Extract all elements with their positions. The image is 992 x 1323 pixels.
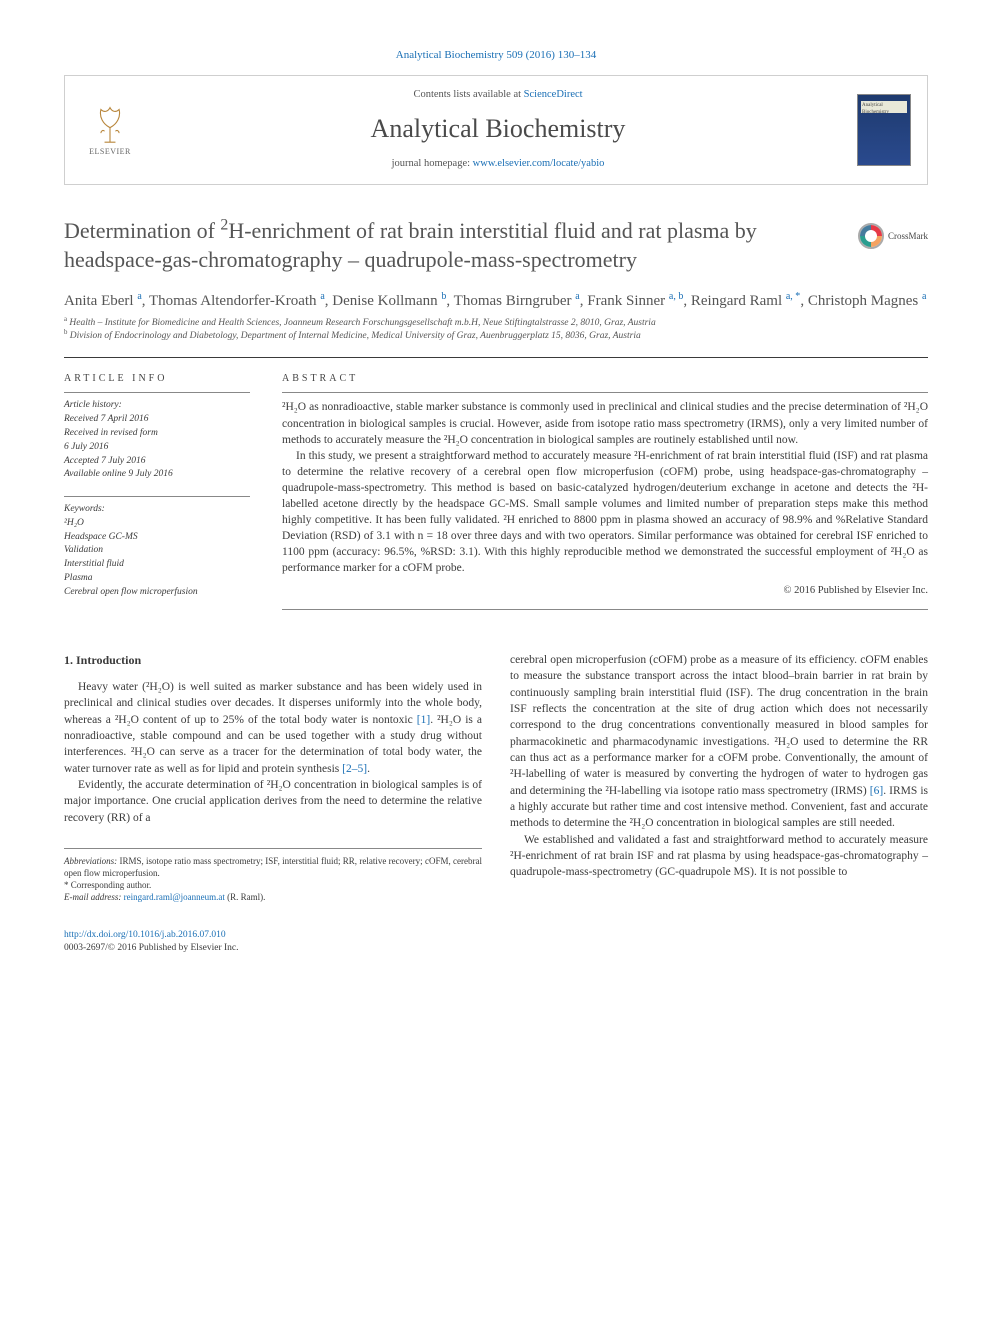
body-column-right: cerebral open microperfusion (cOFM) prob… <box>510 652 928 955</box>
keyword-3: Interstitial fluid <box>64 558 250 572</box>
body-column-left: 1. Introduction Heavy water (²H₂O) is we… <box>64 652 482 955</box>
journal-name: Analytical Biochemistry <box>139 111 857 147</box>
affiliation-a: a Health – Institute for Biomedicine and… <box>64 317 928 330</box>
keyword-5: Cerebral open flow microperfusion <box>64 586 250 600</box>
keywords-rule <box>64 496 250 497</box>
corresponding-email-link[interactable]: reingard.raml@joanneum.at <box>124 892 225 902</box>
doi-link[interactable]: http://dx.doi.org/10.1016/j.ab.2016.07.0… <box>64 930 226 940</box>
abstract-column: ABSTRACT ²H₂O as nonradioactive, stable … <box>282 372 928 616</box>
footnotes-block: Abbreviations: IRMS, isotope ratio mass … <box>64 848 482 904</box>
keyword-0: ²H₂O <box>64 517 250 531</box>
title-part-1: Determination of <box>64 218 220 243</box>
cover-thumb-label: Analytical Biochemistry <box>862 102 910 116</box>
intro-paragraph-1: Heavy water (²H₂O) is well suited as mar… <box>64 679 482 777</box>
email-footnote: E-mail address: reingard.raml@joanneum.a… <box>64 891 482 903</box>
history-received: Received 7 April 2016 <box>64 413 250 427</box>
article-history: Article history: Received 7 April 2016 R… <box>64 399 250 482</box>
keyword-1: Headspace GC-MS <box>64 531 250 545</box>
citation-line: Analytical Biochemistry 509 (2016) 130–1… <box>64 48 928 63</box>
elsevier-logo: ELSEVIER <box>81 97 139 163</box>
abbreviations-footnote: Abbreviations: IRMS, isotope ratio mass … <box>64 855 482 879</box>
keyword-2: Validation <box>64 544 250 558</box>
info-abstract-row: ARTICLE INFO Article history: Received 7… <box>64 372 928 616</box>
page-container: Analytical Biochemistry 509 (2016) 130–1… <box>0 0 992 1003</box>
corresponding-author-footnote: * Corresponding author. <box>64 879 482 891</box>
affiliation-b: b Division of Endocrinology and Diabetol… <box>64 330 928 343</box>
section-heading-intro: 1. Introduction <box>64 652 482 669</box>
elsevier-tree-icon <box>91 104 129 144</box>
article-info-column: ARTICLE INFO Article history: Received 7… <box>64 372 250 616</box>
abbrev-label: Abbreviations: <box>64 856 117 866</box>
history-accepted: Accepted 7 July 2016 <box>64 455 250 469</box>
crossmark-icon <box>858 223 884 249</box>
body-two-column: 1. Introduction Heavy water (²H₂O) is we… <box>64 652 928 955</box>
issn-copyright-line: 0003-2697/© 2016 Published by Elsevier I… <box>64 943 239 953</box>
journal-masthead: ELSEVIER Contents lists available at Sci… <box>64 75 928 185</box>
abbrev-text: IRMS, isotope ratio mass spectrometry; I… <box>64 856 482 878</box>
article-info-label: ARTICLE INFO <box>64 372 250 386</box>
history-revised-1: Received in revised form <box>64 427 250 441</box>
contents-prefix: Contents lists available at <box>413 89 523 100</box>
affiliations: a Health – Institute for Biomedicine and… <box>64 317 928 344</box>
keyword-4: Plasma <box>64 572 250 586</box>
article-info-rule <box>64 392 250 393</box>
author-list: Anita Eberl a, Thomas Altendorfer-Kroath… <box>64 290 928 313</box>
masthead-center: Contents lists available at ScienceDirec… <box>139 88 857 172</box>
intro-paragraph-3: cerebral open microperfusion (cOFM) prob… <box>510 652 928 832</box>
elsevier-wordmark: ELSEVIER <box>89 146 131 157</box>
history-online: Available online 9 July 2016 <box>64 468 250 482</box>
intro-paragraph-2: Evidently, the accurate determination of… <box>64 777 482 826</box>
history-label: Article history: <box>64 399 250 413</box>
doi-block: http://dx.doi.org/10.1016/j.ab.2016.07.0… <box>64 929 482 955</box>
homepage-prefix: journal homepage: <box>392 158 473 169</box>
crossmark-label: CrossMark <box>888 230 928 243</box>
abstract-paragraph-2: In this study, we present a straightforw… <box>282 448 928 577</box>
journal-homepage-link[interactable]: www.elsevier.com/locate/yabio <box>473 158 605 169</box>
contents-available-line: Contents lists available at ScienceDirec… <box>139 88 857 103</box>
history-revised-2: 6 July 2016 <box>64 441 250 455</box>
email-tail: (R. Raml). <box>225 892 266 902</box>
keywords-block: Keywords: ²H₂O Headspace GC-MS Validatio… <box>64 503 250 599</box>
abstract-copyright: © 2016 Published by Elsevier Inc. <box>282 584 928 599</box>
abstract-bottom-rule <box>282 609 928 610</box>
abstract-rule <box>282 392 928 393</box>
abstract-paragraph-1: ²H₂O as nonradioactive, stable marker su… <box>282 399 928 447</box>
affiliation-a-text: Health – Institute for Biomedicine and H… <box>69 318 655 328</box>
journal-homepage-line: journal homepage: www.elsevier.com/locat… <box>139 157 857 172</box>
rule-above-info <box>64 357 928 358</box>
article-title: Determination of 2H-enrichment of rat br… <box>64 217 842 274</box>
sciencedirect-link[interactable]: ScienceDirect <box>524 89 583 100</box>
affiliation-b-text: Division of Endocrinology and Diabetolog… <box>70 331 641 341</box>
crossmark-widget[interactable]: CrossMark <box>858 223 928 249</box>
email-label: E-mail address: <box>64 892 124 902</box>
keywords-label: Keywords: <box>64 503 250 517</box>
intro-paragraph-4: We established and validated a fast and … <box>510 832 928 881</box>
abstract-label: ABSTRACT <box>282 372 928 386</box>
title-row: Determination of 2H-enrichment of rat br… <box>64 217 928 276</box>
journal-cover-thumbnail: Analytical Biochemistry <box>857 94 911 166</box>
